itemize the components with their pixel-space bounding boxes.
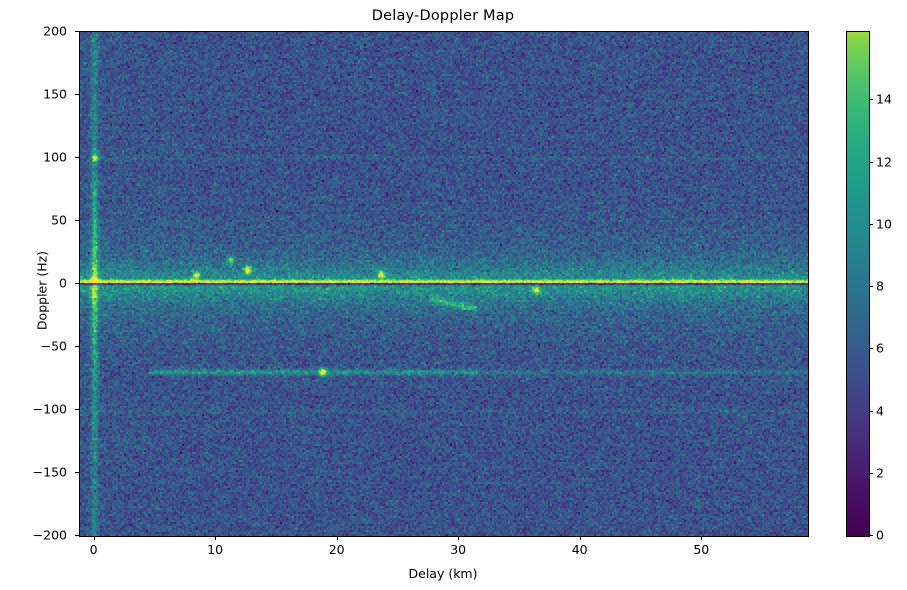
x-tick-mark [579, 536, 581, 540]
y-tick-mark [75, 346, 79, 347]
y-tick-mark [75, 283, 79, 284]
y-tick-mark [75, 157, 79, 158]
colorbar: 0 2 4 6 8 10 12 14 [846, 31, 892, 543]
plot-area [79, 31, 809, 537]
y-tick-mark [75, 31, 79, 32]
delay-doppler-heatmap [80, 32, 808, 536]
colorbar-tick-label: 4 [876, 403, 884, 419]
y-tick-mark [75, 535, 79, 536]
x-tick-label: 40 [571, 542, 588, 557]
x-tick-label: 10 [207, 542, 224, 557]
x-tick-label: 0 [89, 542, 98, 557]
y-tick-label: 150 [43, 86, 67, 102]
colorbar-gradient [846, 31, 870, 537]
x-axis-label: Delay (km) [408, 566, 478, 581]
colorbar-tick-label: 2 [876, 465, 884, 481]
x-tick-mark [336, 536, 338, 540]
x-tick-label: 30 [450, 542, 467, 557]
colorbar-tick-label: 8 [876, 278, 884, 294]
y-tick-label: 200 [43, 23, 67, 39]
y-axis-label: Doppler (Hz) [34, 250, 50, 331]
x-tick-mark [215, 536, 217, 540]
y-tick-label: 100 [43, 149, 67, 165]
x-tick-mark [93, 536, 95, 540]
y-tick-label: −50 [40, 338, 67, 354]
x-tick-label: 20 [328, 542, 345, 557]
colorbar-tick-mark [869, 286, 873, 288]
colorbar-tick-label: 10 [876, 216, 892, 232]
colorbar-tick-mark [869, 223, 873, 225]
colorbar-tick-mark [869, 348, 873, 350]
y-tick-label: −150 [32, 464, 67, 480]
colorbar-tick-label: 14 [876, 91, 892, 107]
y-tick-label: 50 [51, 212, 67, 228]
x-tick-label: 50 [693, 542, 710, 557]
x-tick-mark [458, 536, 460, 540]
colorbar-tick-label: 0 [876, 527, 884, 543]
x-tick-mark [701, 536, 703, 540]
colorbar-tick-mark [869, 472, 873, 474]
colorbar-tick-mark [869, 99, 873, 101]
colorbar-tick-mark [869, 535, 873, 536]
colorbar-tick-label: 12 [876, 154, 892, 170]
colorbar-tick-mark [869, 410, 873, 412]
colorbar-tick-label: 6 [876, 340, 884, 356]
y-tick-label: −100 [32, 401, 67, 417]
colorbar-tick-mark [869, 161, 873, 163]
y-tick-label: 0 [59, 275, 67, 291]
y-tick-mark [75, 472, 79, 473]
y-tick-mark [75, 409, 79, 410]
chart-title: Delay-Doppler Map [371, 8, 515, 24]
y-tick-mark [75, 220, 79, 221]
y-tick-label: −200 [32, 527, 67, 543]
y-tick-mark [75, 94, 79, 95]
